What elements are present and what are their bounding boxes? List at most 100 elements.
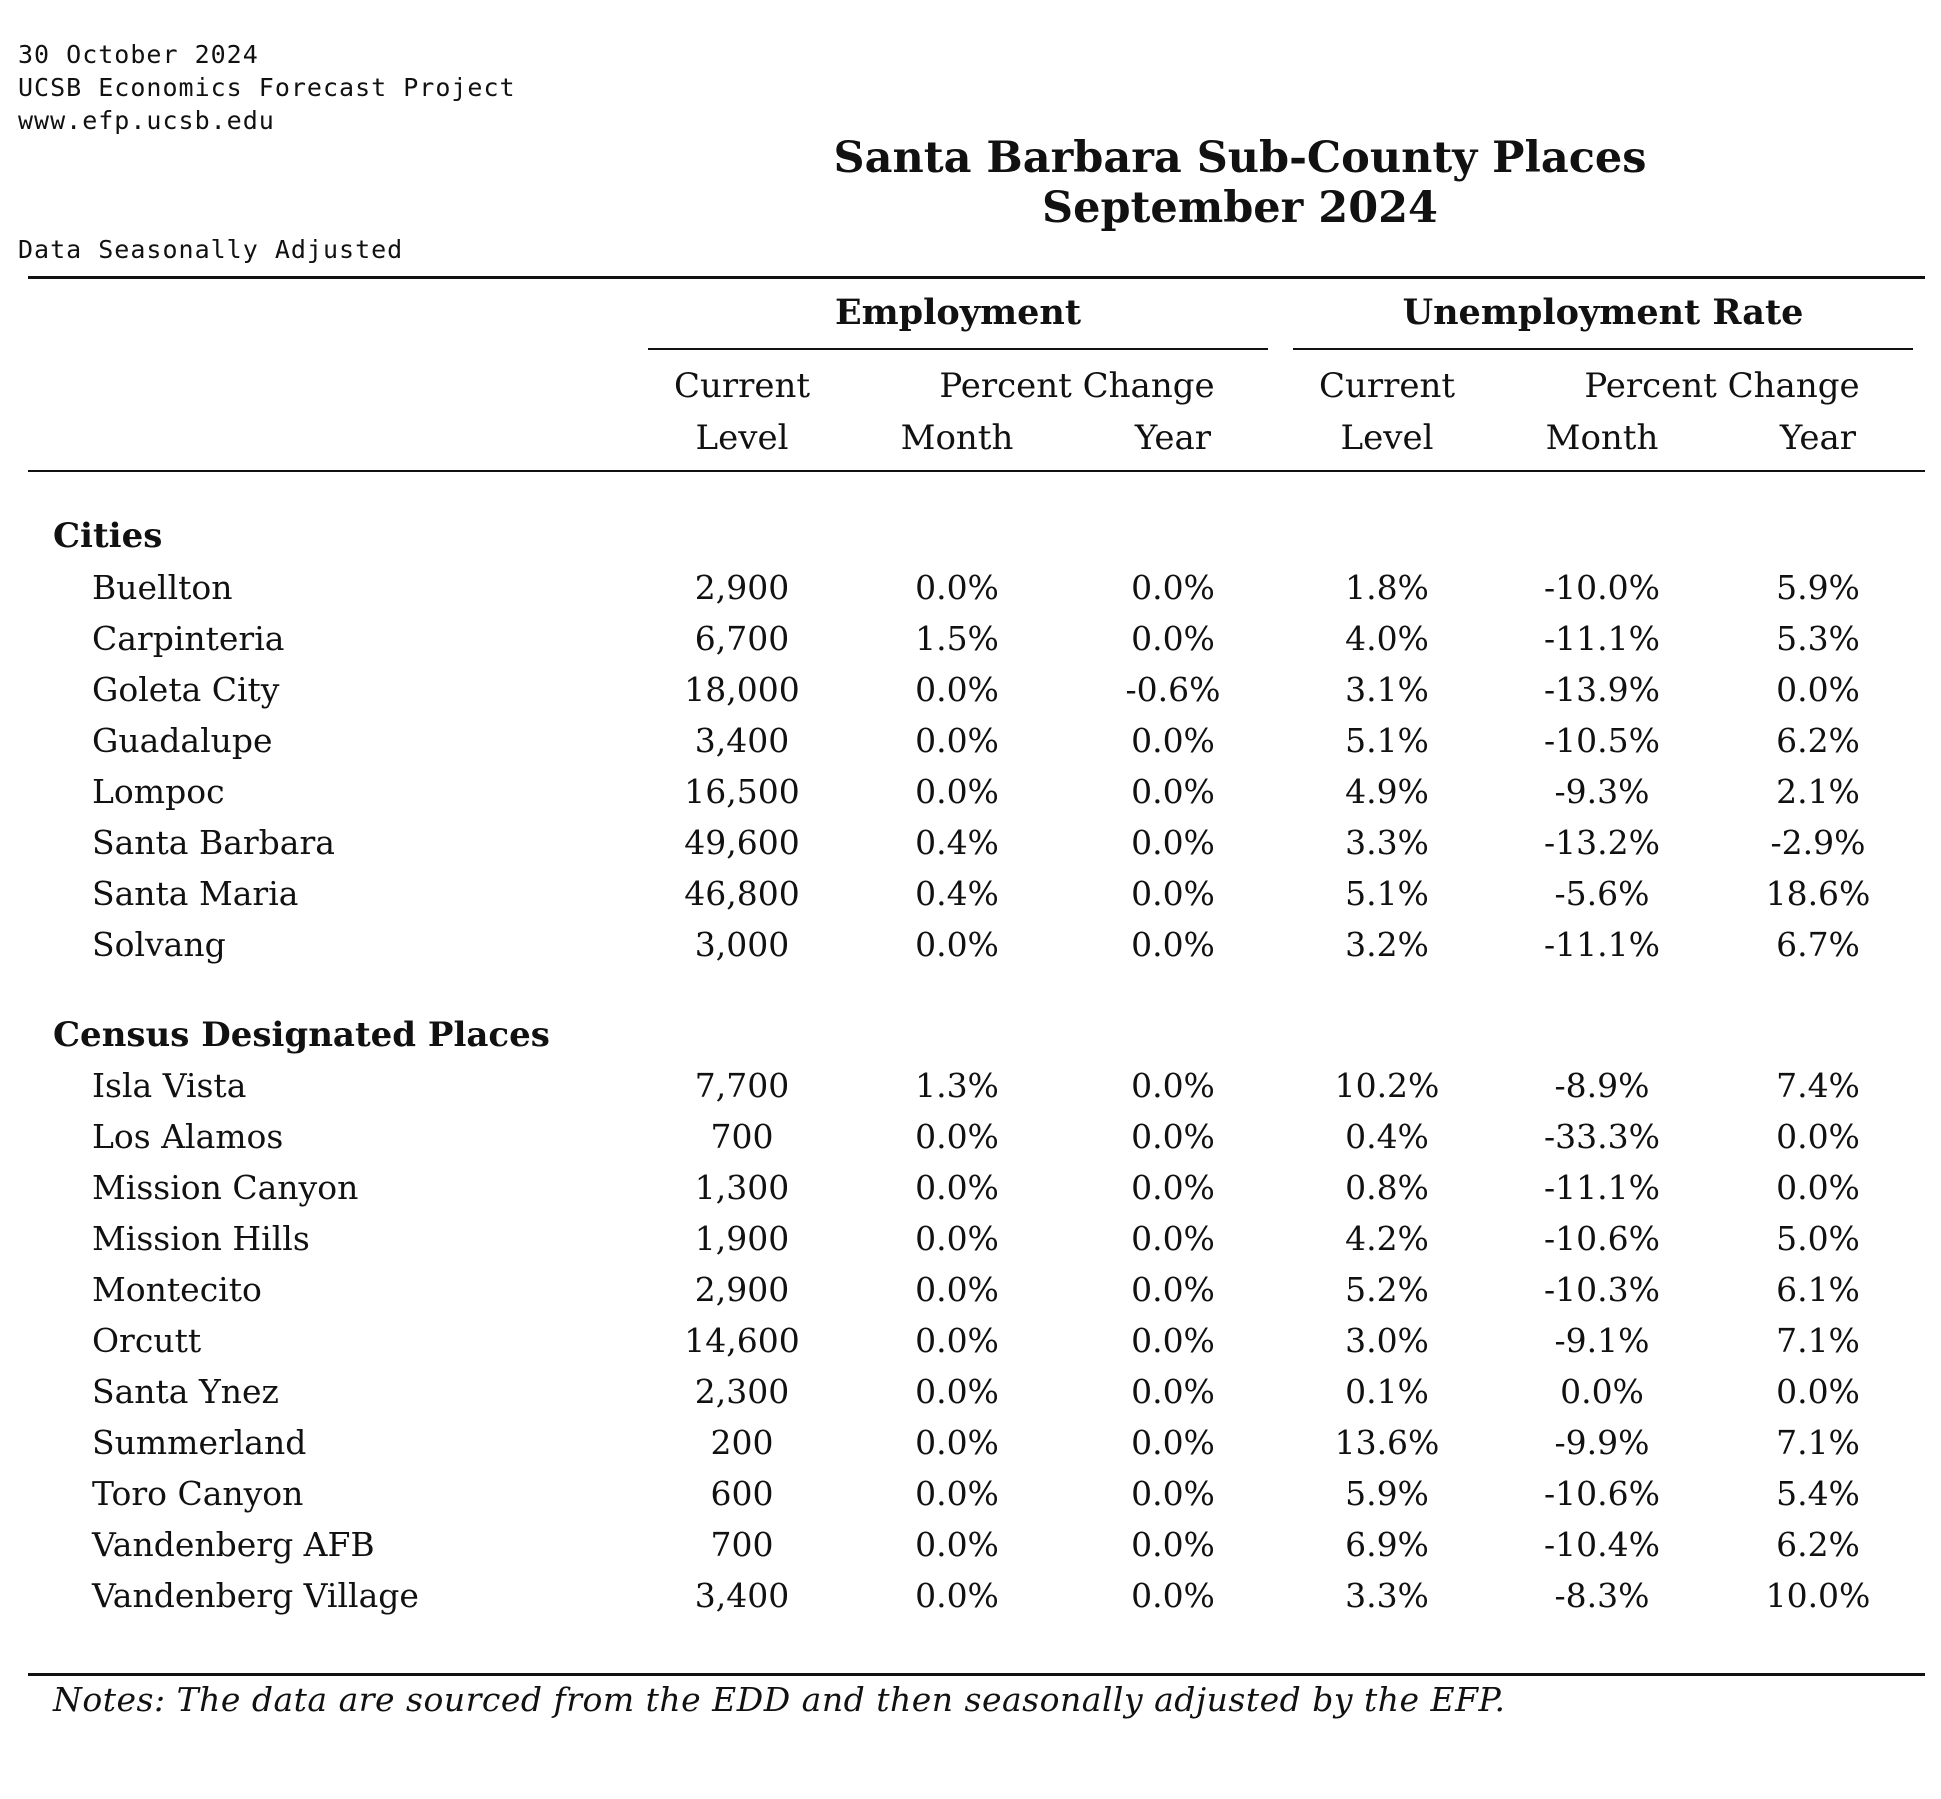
unemployment-month-change: -13.2% <box>1544 823 1660 862</box>
table-row: Guadalupe 3,400 0.0% 0.0% 5.1% -10.5% 6.… <box>0 721 1941 772</box>
employment-level: 2,900 <box>694 568 790 607</box>
employment-month-change: 0.4% <box>915 874 999 913</box>
employment-month-change: 0.4% <box>915 823 999 862</box>
employment-year-change: 0.0% <box>1131 1066 1215 1105</box>
table-row: Montecito 2,900 0.0% 0.0% 5.2% -10.3% 6.… <box>0 1270 1941 1321</box>
place-name: Buellton <box>92 568 233 607</box>
unemployment-level: 3.1% <box>1345 670 1429 709</box>
employment-month-change: 0.0% <box>915 1321 999 1360</box>
unemployment-year-change: 0.0% <box>1776 1117 1860 1156</box>
table-row: Vandenberg Village 3,400 0.0% 0.0% 3.3% … <box>0 1576 1941 1627</box>
title-line-1: Santa Barbara Sub-County Places <box>833 133 1647 183</box>
table-row: Orcutt 14,600 0.0% 0.0% 3.0% -9.1% 7.1% <box>0 1321 1941 1372</box>
employment-level: 2,300 <box>694 1372 790 1411</box>
employment-month-change: 0.0% <box>915 1474 999 1513</box>
employment-year-change: 0.0% <box>1131 619 1215 658</box>
unemployment-year-change: 6.2% <box>1776 721 1860 760</box>
employment-month-change: 0.0% <box>915 670 999 709</box>
place-name: Montecito <box>92 1270 262 1309</box>
employment-year-change: 0.0% <box>1131 772 1215 811</box>
unemployment-level: 1.8% <box>1345 568 1429 607</box>
unemployment-month-change: -33.3% <box>1544 1117 1660 1156</box>
employment-level: 700 <box>710 1525 774 1564</box>
employment-month-change: 0.0% <box>915 1270 999 1309</box>
place-name: Summerland <box>92 1423 307 1462</box>
place-name: Isla Vista <box>92 1066 247 1105</box>
emp-current-level-header: Current Level <box>642 360 842 464</box>
employment-month-change: 0.0% <box>915 568 999 607</box>
place-name: Vandenberg Village <box>92 1576 419 1615</box>
report-organization: UCSB Economics Forecast Project <box>18 73 516 102</box>
employment-level: 3,400 <box>694 721 790 760</box>
emp-level-label: Level <box>695 418 789 458</box>
report-title: Santa Barbara Sub-County Places Septembe… <box>740 133 1740 233</box>
employment-month-change: 0.0% <box>915 1423 999 1462</box>
place-name: Solvang <box>92 925 226 964</box>
unemployment-month-change: -5.6% <box>1554 874 1650 913</box>
emp-month-header: Month <box>900 418 1014 458</box>
employment-level: 1,300 <box>694 1168 790 1207</box>
unemployment-month-change: -10.3% <box>1544 1270 1660 1309</box>
employment-month-change: 0.0% <box>915 721 999 760</box>
report-metadata: 30 October 2024 UCSB Economics Forecast … <box>18 38 516 137</box>
unemployment-year-change: 5.3% <box>1776 619 1860 658</box>
unemployment-month-change: -10.4% <box>1544 1525 1660 1564</box>
table-bottom-rule <box>28 1673 1925 1676</box>
table-row: Mission Hills 1,900 0.0% 0.0% 4.2% -10.6… <box>0 1219 1941 1270</box>
unemployment-level: 6.9% <box>1345 1525 1429 1564</box>
place-name: Mission Hills <box>92 1219 310 1258</box>
place-name: Lompoc <box>92 772 225 811</box>
place-name: Toro Canyon <box>92 1474 304 1513</box>
ur-current-level-header: Current Level <box>1287 360 1487 464</box>
employment-month-change: 0.0% <box>915 1372 999 1411</box>
employment-year-change: -0.6% <box>1125 670 1221 709</box>
table-row: Mission Canyon 1,300 0.0% 0.0% 0.8% -11.… <box>0 1168 1941 1219</box>
employment-level: 7,700 <box>694 1066 790 1105</box>
employment-year-change: 0.0% <box>1131 568 1215 607</box>
table-row: Lompoc 16,500 0.0% 0.0% 4.9% -9.3% 2.1% <box>0 772 1941 823</box>
employment-year-change: 0.0% <box>1131 1321 1215 1360</box>
emp-year-header: Year <box>1134 418 1212 458</box>
employment-year-change: 0.0% <box>1131 1525 1215 1564</box>
place-name: Santa Ynez <box>92 1372 279 1411</box>
unemployment-month-change: -9.9% <box>1554 1423 1650 1462</box>
section-label-census-designated-places: Census Designated Places <box>53 1015 550 1055</box>
unemployment-level: 5.9% <box>1345 1474 1429 1513</box>
table-row: Santa Barbara 49,600 0.4% 0.0% 3.3% -13.… <box>0 823 1941 874</box>
table-top-rule <box>28 276 1925 279</box>
unemployment-month-change: -10.0% <box>1544 568 1660 607</box>
employment-level: 1,900 <box>694 1219 790 1258</box>
place-name: Guadalupe <box>92 721 273 760</box>
unemployment-level: 4.0% <box>1345 619 1429 658</box>
table-row: Vandenberg AFB 700 0.0% 0.0% 6.9% -10.4%… <box>0 1525 1941 1576</box>
employment-year-change: 0.0% <box>1131 1576 1215 1615</box>
place-name: Orcutt <box>92 1321 202 1360</box>
table-row: Summerland 200 0.0% 0.0% 13.6% -9.9% 7.1… <box>0 1423 1941 1474</box>
unemployment-level: 13.6% <box>1334 1423 1440 1462</box>
unemployment-level: 3.3% <box>1345 1576 1429 1615</box>
report-url: www.efp.ucsb.edu <box>18 106 275 135</box>
employment-group-underline <box>648 348 1268 350</box>
employment-level: 16,500 <box>684 772 800 811</box>
unemployment-level: 0.4% <box>1345 1117 1429 1156</box>
unemployment-level: 3.0% <box>1345 1321 1429 1360</box>
footnote: Notes: The data are sourced from the EDD… <box>53 1680 1506 1719</box>
unemployment-level: 5.1% <box>1345 874 1429 913</box>
employment-group-header: Employment <box>834 292 1082 333</box>
employment-level: 3,400 <box>694 1576 790 1615</box>
employment-level: 14,600 <box>684 1321 800 1360</box>
emp-current-label: Current <box>673 366 811 406</box>
seasonal-adjustment-note: Data Seasonally Adjusted <box>18 235 404 264</box>
unemployment-month-change: -11.1% <box>1544 1168 1660 1207</box>
emp-percent-change-header: Percent Change <box>939 366 1215 406</box>
unemployment-level: 3.3% <box>1345 823 1429 862</box>
employment-level: 18,000 <box>684 670 800 709</box>
employment-year-change: 0.0% <box>1131 823 1215 862</box>
unemployment-group-header: Unemployment Rate <box>1402 292 1804 333</box>
unemployment-month-change: -11.1% <box>1544 925 1660 964</box>
table-row: Buellton 2,900 0.0% 0.0% 1.8% -10.0% 5.9… <box>0 568 1941 619</box>
place-name: Carpinteria <box>92 619 285 658</box>
unemployment-level: 0.8% <box>1345 1168 1429 1207</box>
employment-month-change: 0.0% <box>915 925 999 964</box>
employment-year-change: 0.0% <box>1131 1372 1215 1411</box>
